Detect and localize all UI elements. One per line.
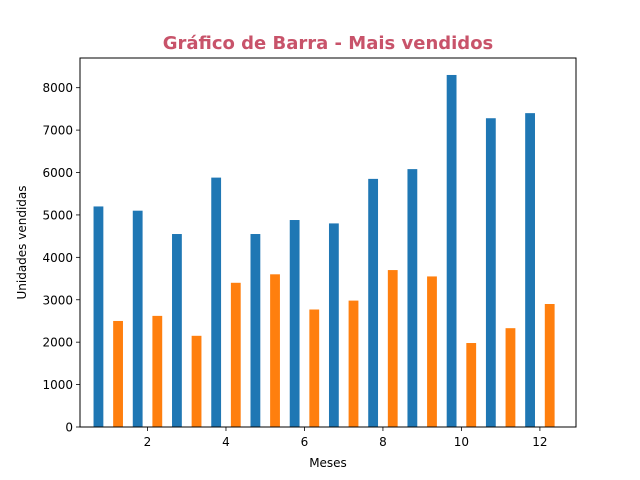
bar-series-2-month-7: [348, 300, 359, 427]
x-tick-label: 2: [144, 435, 152, 449]
bar-series-2-month-11: [505, 328, 516, 427]
bar-series-1-month-8: [368, 178, 379, 427]
bar-series-1-month-5: [250, 234, 261, 427]
y-tick-label: 0: [65, 421, 73, 435]
y-axis-ticks: 0 1000 2000 3000 4000 5000 6000 7000 8000: [42, 81, 80, 435]
plot-frame: [79, 57, 577, 428]
bar-series-1-month-6: [289, 220, 300, 427]
bar-series-1-month-3: [172, 234, 182, 427]
bar-series-1-month-10: [446, 74, 457, 427]
bar-series-2-month-3: [191, 335, 202, 427]
y-axis-label: Unidades vendidas: [15, 185, 29, 299]
y-tick-label: 4000: [42, 251, 73, 265]
bar-series-1-month-7: [328, 223, 339, 427]
x-tick-label: 10: [454, 435, 469, 449]
bar-series-1-month-2: [132, 210, 143, 427]
bar-series-2-month-4: [230, 282, 241, 427]
y-tick-label: 7000: [42, 124, 73, 138]
bar-series-2-month-6: [309, 309, 320, 427]
x-tick-label: 8: [379, 435, 387, 449]
bar-series-1-month-1: [93, 206, 104, 427]
bar-series-2-month-12: [544, 304, 555, 427]
bar-series-2-month-2: [152, 315, 163, 427]
y-tick-label: 3000: [42, 293, 73, 307]
y-tick-label: 6000: [42, 166, 73, 180]
chart-title: Gráfico de Barra - Mais vendidos: [163, 33, 494, 54]
bar-series-2-month-10: [466, 343, 477, 427]
bar-series-2-month-9: [427, 276, 437, 427]
x-axis-label: Meses: [309, 456, 347, 470]
y-tick-label: 8000: [42, 81, 73, 95]
x-tick-label: 6: [301, 435, 309, 449]
x-axis-ticks: 2 4 6 8 10 12: [144, 427, 548, 449]
bar-series-1-month-4: [211, 177, 222, 427]
bar-series-2-month-5: [270, 274, 280, 427]
bar-series-1-month-12: [525, 113, 535, 427]
bar-series-1-month-9: [407, 169, 418, 427]
y-tick-label: 1000: [42, 378, 73, 392]
y-tick-label: 5000: [42, 208, 73, 222]
bars-group: [93, 74, 555, 427]
bar-series-2-month-8: [387, 270, 398, 427]
x-tick-label: 12: [532, 435, 547, 449]
bar-series-1-month-11: [485, 118, 496, 427]
y-tick-label: 2000: [42, 336, 73, 350]
bar-series-2-month-1: [113, 320, 123, 427]
x-tick-label: 4: [222, 435, 230, 449]
